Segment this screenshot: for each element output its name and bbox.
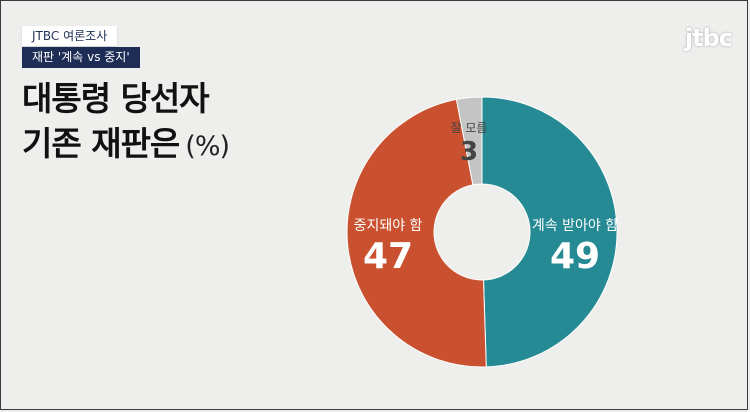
slice-label-2: 잘 모름 <box>451 121 488 135</box>
jtbc-logo: jtbc <box>684 24 733 52</box>
slice-2 <box>455 96 483 186</box>
slice-value-2: 3 <box>460 137 478 167</box>
title-line-2-text: 기존 재판은 <box>22 124 180 163</box>
slice-label-0: 계속 받아야 함 <box>532 218 618 234</box>
title-line-2: 기존 재판은 (%) <box>22 117 230 165</box>
topic-tag: 재판 '계속 vs 중지' <box>22 47 140 68</box>
slice-value-1: 47 <box>363 236 413 277</box>
title-line-1: 대통령 당선자 <box>22 79 210 118</box>
slice-value-0: 49 <box>550 236 600 277</box>
slice-label-1: 중지돼야 함 <box>354 218 423 234</box>
slice-0 <box>481 96 618 368</box>
source-tag: JTBC 여론조사 <box>22 26 118 46</box>
slice-1 <box>346 98 487 368</box>
unit-label: (%) <box>185 131 230 162</box>
